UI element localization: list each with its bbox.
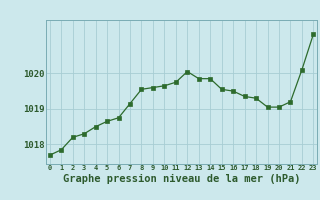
X-axis label: Graphe pression niveau de la mer (hPa): Graphe pression niveau de la mer (hPa) bbox=[63, 174, 300, 184]
